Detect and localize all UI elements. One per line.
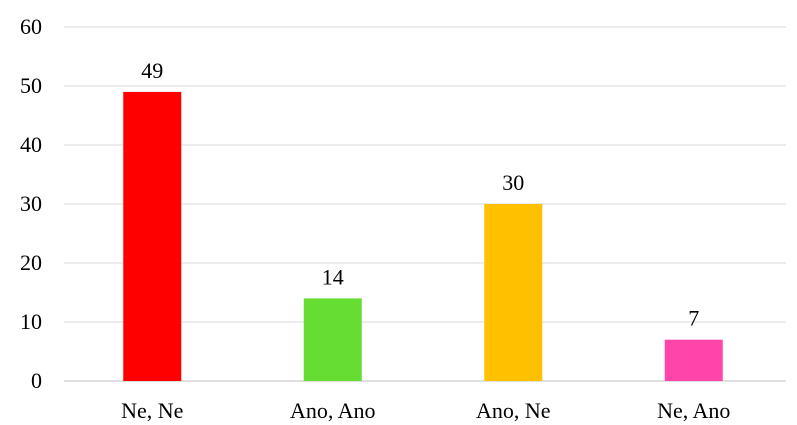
y-axis-tick-labels: 0 10 20 30 40 50 60 <box>20 14 42 393</box>
y-tick-label-50: 50 <box>20 73 42 98</box>
bar-4 <box>664 339 723 381</box>
y-tick-label-40: 40 <box>20 132 42 157</box>
bar-3 <box>484 204 543 381</box>
y-tick-label-10: 10 <box>20 309 42 334</box>
x-category-label-1: Ne, Ne <box>121 398 183 423</box>
x-category-label-3: Ano, Ne <box>476 398 551 423</box>
gridlines <box>64 26 786 382</box>
x-category-label-4: Ne, Ano <box>657 398 730 423</box>
data-label-4: 7 <box>688 306 699 331</box>
bars <box>123 91 723 382</box>
data-label-3: 30 <box>502 170 524 195</box>
y-tick-label-20: 20 <box>20 250 42 275</box>
data-labels: 49 14 30 7 <box>141 58 699 331</box>
data-label-1: 49 <box>141 58 163 83</box>
y-tick-label-60: 60 <box>20 14 42 39</box>
data-label-2: 14 <box>322 264 344 289</box>
bar-1 <box>123 91 182 382</box>
y-tick-label-0: 0 <box>31 368 42 393</box>
y-tick-label-30: 30 <box>20 191 42 216</box>
x-category-label-2: Ano, Ano <box>290 398 376 423</box>
x-axis-category-labels: Ne, Ne Ano, Ano Ano, Ne Ne, Ano <box>121 398 730 423</box>
bar-2 <box>303 298 362 381</box>
